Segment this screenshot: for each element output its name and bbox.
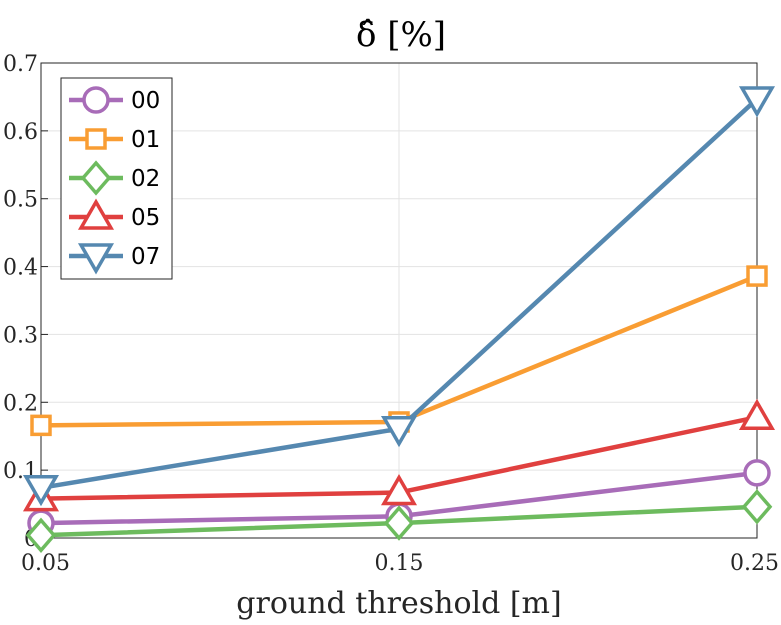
series-05 — [22, 398, 776, 512]
y-tick-label: 0.3 — [3, 323, 38, 348]
legend-item-07: 07 — [69, 243, 160, 275]
legend-item-00: 00 — [69, 86, 160, 114]
series-07 — [22, 86, 776, 507]
data-point-00 — [743, 459, 771, 487]
x-tick-label: 0.25 — [730, 551, 779, 576]
legend-marker — [77, 243, 115, 275]
data-point-01 — [746, 265, 768, 287]
y-tick-label: 0.4 — [3, 256, 38, 281]
legend-label: 01 — [131, 127, 160, 153]
legend-marker — [77, 198, 115, 230]
data-point-05 — [738, 398, 776, 430]
x-axis-label: ground threshold [m] — [236, 586, 561, 621]
y-tick-label: 0.7 — [3, 52, 38, 77]
chart-title: δ̂ [%] — [356, 15, 446, 55]
data-point-07 — [22, 475, 60, 507]
legend-label: 07 — [131, 244, 160, 270]
legend-item-05: 05 — [69, 198, 160, 231]
y-tick-label: 0.5 — [3, 188, 38, 213]
legend-label: 05 — [131, 205, 160, 231]
data-point-07 — [380, 416, 418, 448]
data-point-02 — [741, 489, 773, 525]
legend-item-02: 02 — [69, 160, 160, 196]
y-tick-label: 0.2 — [3, 391, 38, 416]
data-point-02 — [25, 517, 57, 553]
legend-marker — [85, 128, 107, 150]
data-point-01 — [30, 414, 52, 437]
x-axis: 0.05 0.15 0.25 — [21, 531, 779, 576]
series-group — [22, 86, 776, 553]
series-02 — [25, 489, 773, 553]
legend-label: 00 — [131, 88, 160, 114]
legend-label: 02 — [131, 166, 160, 192]
legend-marker — [82, 86, 110, 114]
data-point-02 — [383, 505, 415, 541]
data-point-07 — [738, 86, 776, 118]
legend-item-01: 01 — [69, 127, 160, 153]
x-tick-label: 0.05 — [21, 551, 70, 576]
x-tick-label: 0.15 — [375, 551, 424, 576]
legend: 00 01 02 05 07 — [60, 77, 173, 280]
data-point-05 — [380, 474, 418, 506]
y-tick-label: 0.6 — [3, 120, 38, 145]
legend-marker — [80, 160, 112, 196]
